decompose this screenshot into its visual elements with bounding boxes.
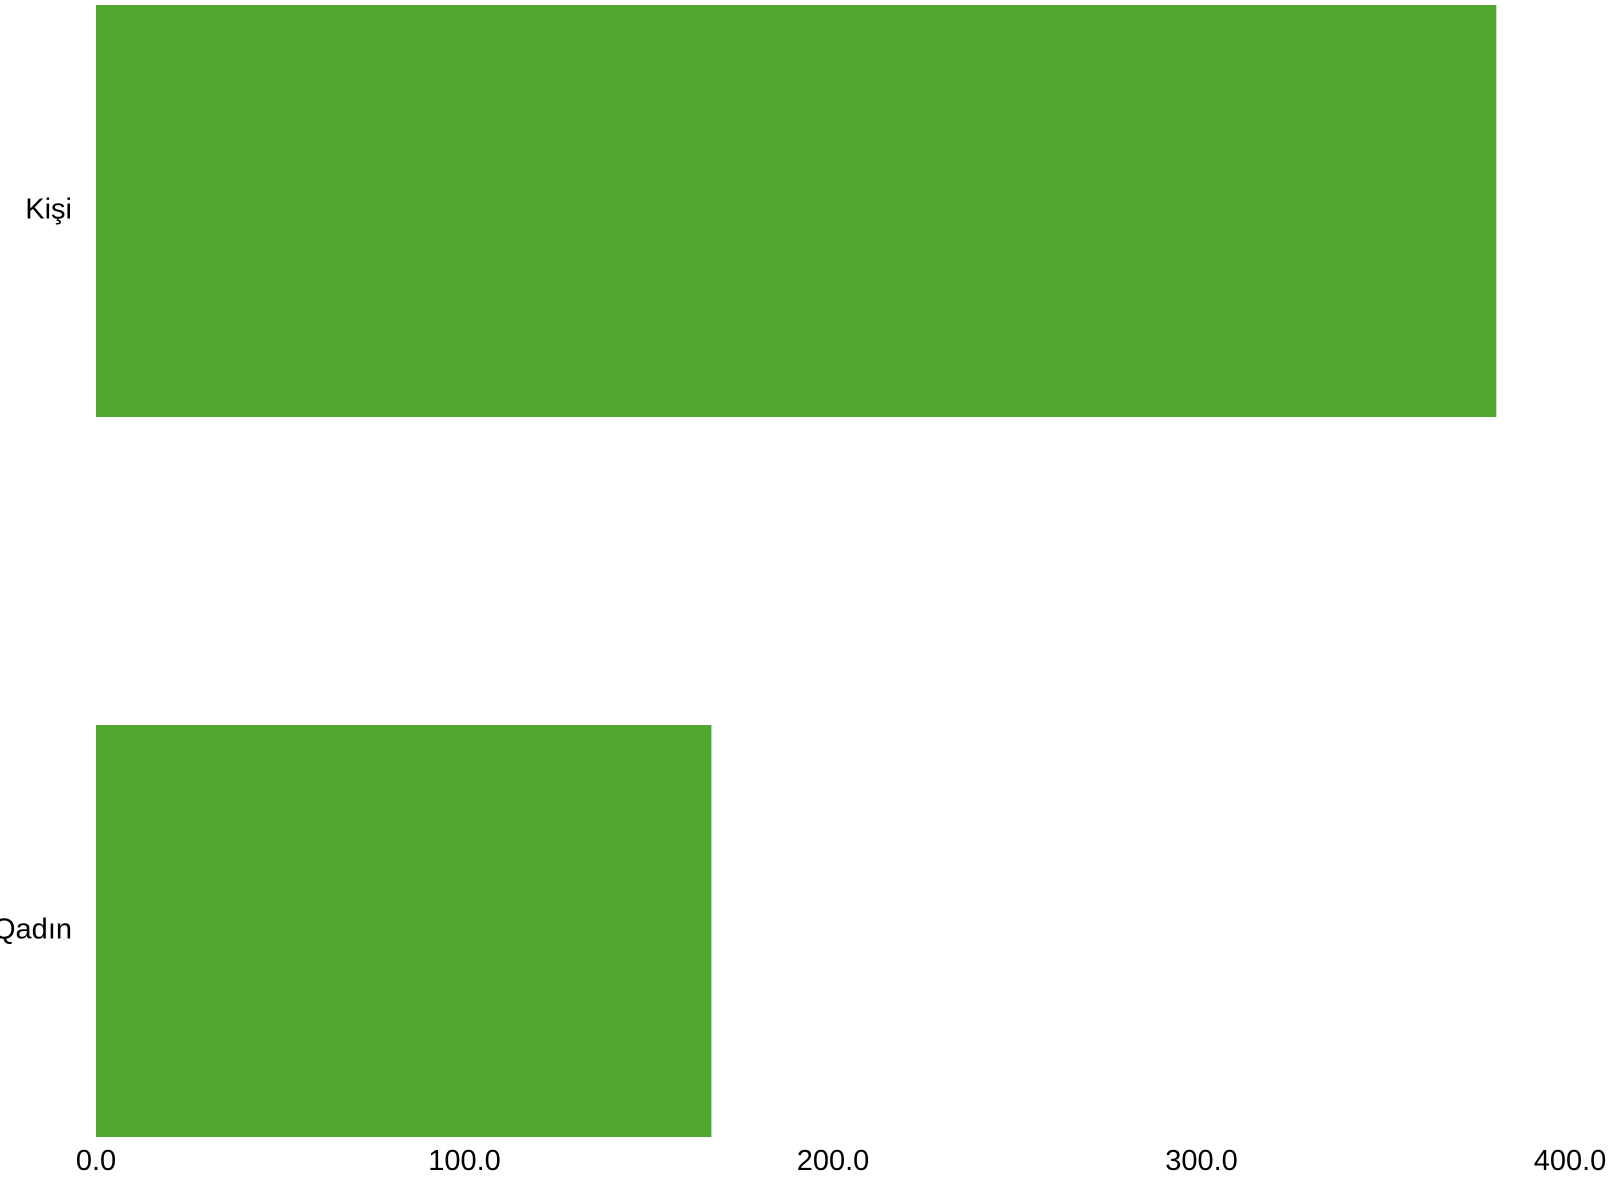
x-tick-label-4: 300.0 [1165,1145,1238,1177]
category-label-1: Kişi [25,194,72,226]
category-label-2: Qadın [0,914,72,946]
x-tick-label-3: 200.0 [797,1145,870,1177]
x-tick-label-2: 100.0 [428,1145,501,1177]
x-tick-label-1: 0.0 [76,1145,116,1177]
bar-2 [96,725,712,1137]
category-labels-group: Kişi Qadın [0,194,72,946]
x-tick-label-5: 400.0 [1534,1145,1607,1177]
bars-group [96,5,1497,1137]
bar-1 [96,5,1497,417]
x-axis-tick-labels: 0.0 100.0 200.0 300.0 400.0 [76,1145,1606,1177]
